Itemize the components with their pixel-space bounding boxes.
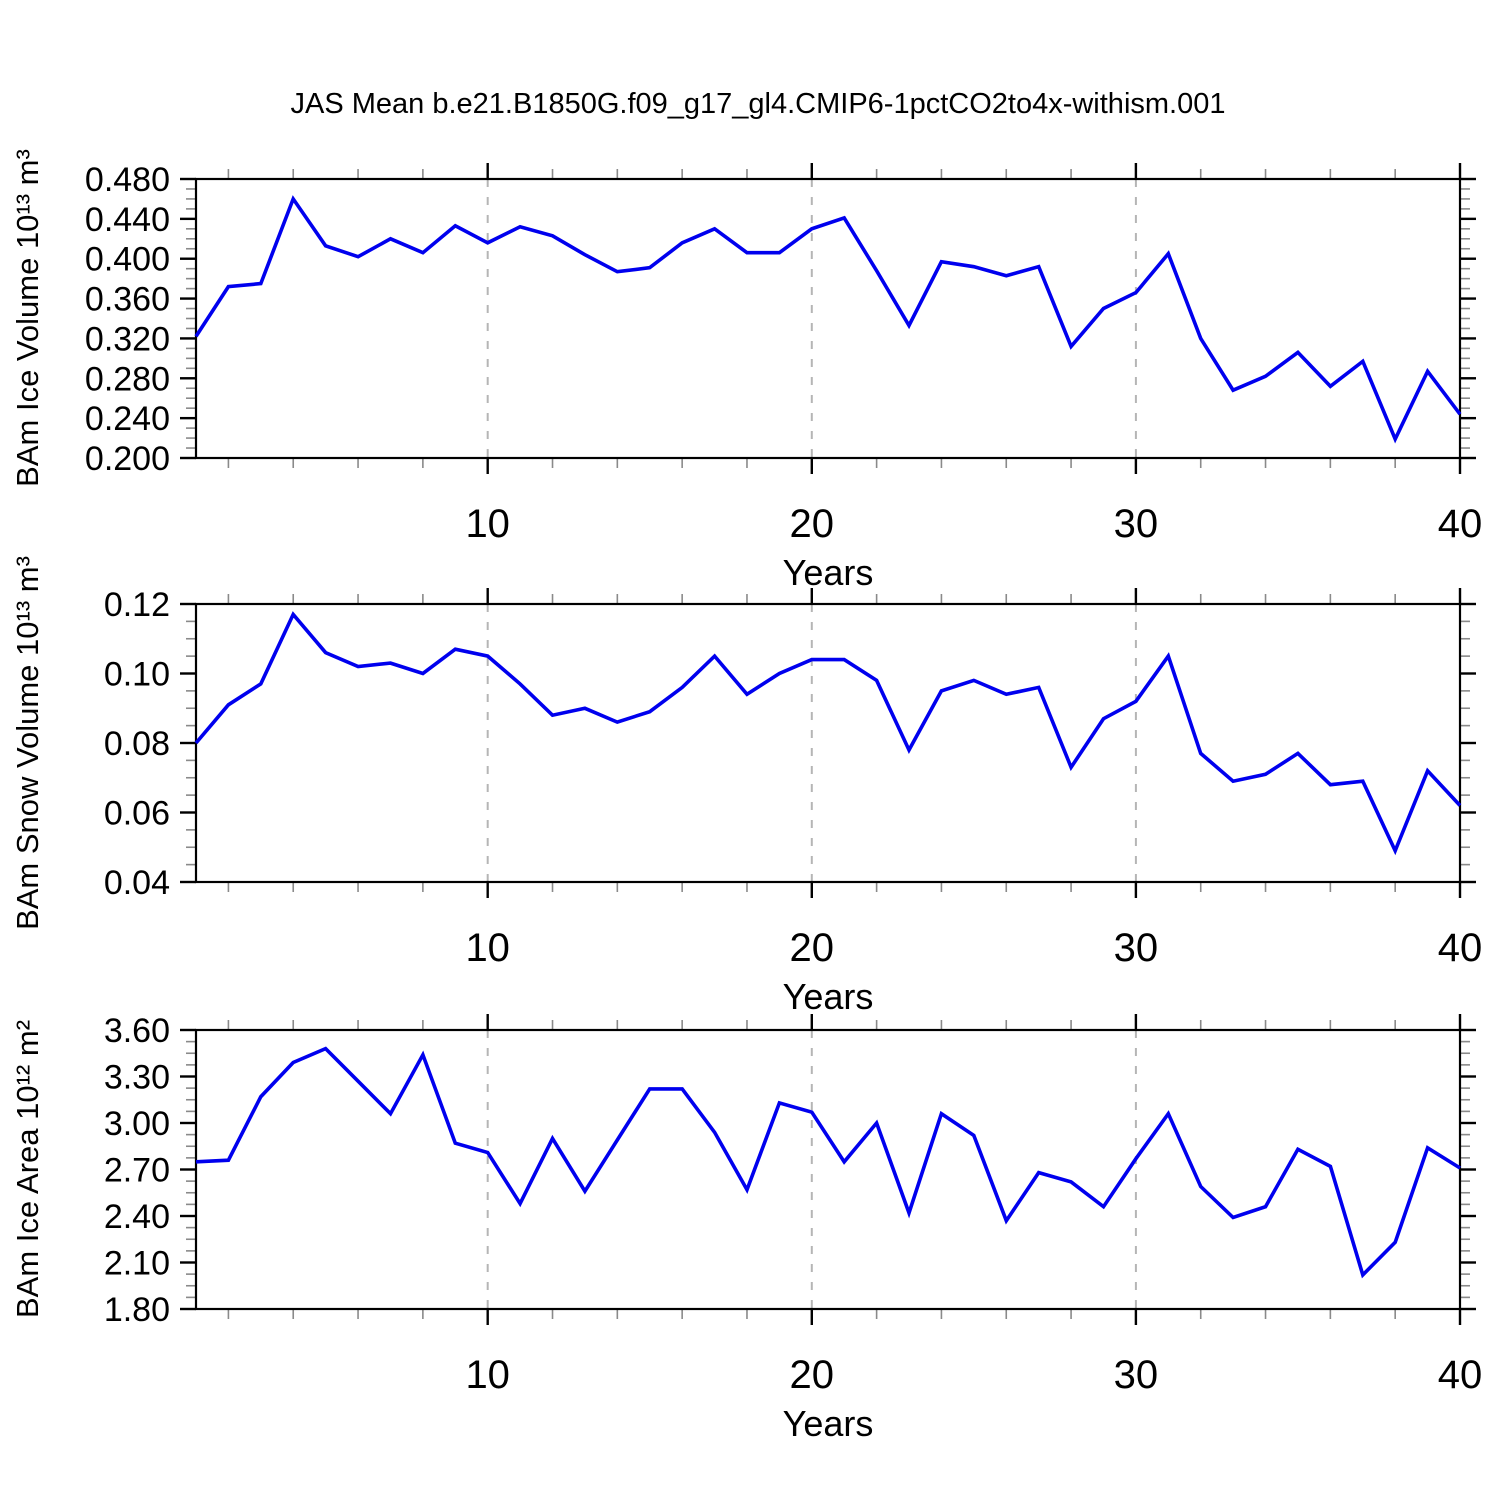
y-tick-label: 3.30 [104,1059,170,1097]
y-tick-label: 0.280 [85,360,170,398]
x-tick-label: 10 [465,926,510,970]
y-tick-label: 2.40 [104,1198,170,1236]
y-tick-label: 0.200 [85,440,170,478]
y-tick-label: 0.440 [85,201,170,239]
y-tick-label: 3.60 [104,1012,170,1050]
x-tick-labels: 10 20 30 40 [465,926,1482,970]
x-tick-labels: 10 20 30 40 [465,502,1482,546]
major-ticks [180,588,1476,898]
chart-snow-volume: 0.12 0.10 0.08 0.06 0.04 10 20 30 40 [104,586,1482,970]
x-tick-label: 30 [1114,502,1159,546]
x-tick-label: 20 [790,502,835,546]
y-tick-label: 0.320 [85,320,170,358]
data-line-snow-volume [194,611,1462,856]
x-tick-label: 10 [465,1353,510,1397]
chart-ice-area: 3.60 3.30 3.00 2.70 2.40 2.10 1.80 10 20 30 40 [104,1012,1482,1397]
y-tick-label: 0.360 [85,281,170,319]
y-tick-label: 0.240 [85,400,170,438]
x-tick-label: 30 [1114,926,1159,970]
plot-border [194,602,1462,884]
y-tick-label: 0.400 [85,241,170,279]
y-tick-label: 0.08 [104,725,170,763]
y-tick-labels: 0.12 0.10 0.08 0.06 0.04 [104,586,170,902]
x-axis-label-years-1: Years [782,552,874,593]
grid-lines [486,179,1137,458]
x-tick-label: 20 [790,926,835,970]
x-axis-label-years-3: Years [782,1403,874,1444]
data-line-ice-volume [194,195,1462,444]
x-tick-label: 40 [1438,926,1483,970]
y-tick-label: 0.06 [104,795,170,833]
y-tick-label: 2.10 [104,1245,170,1283]
y-axis-label-ice-volume: BAm Ice Volume 10¹³ m³ [10,149,45,487]
major-ticks [180,163,1476,474]
y-tick-label: 0.04 [104,864,170,902]
grid-lines [486,604,1137,882]
grid-lines [486,1030,1137,1309]
x-tick-labels: 10 20 30 40 [465,1353,1482,1397]
y-tick-label: 0.10 [104,656,170,694]
y-axis-label-ice-area: BAm Ice Area 10¹² m² [10,1019,45,1319]
y-tick-label: 0.480 [85,161,170,199]
y-tick-label: 2.70 [104,1152,170,1190]
chart-ice-volume: 0.4800.4400.4000.3600.3200.2800.2400.200… [85,161,1482,546]
x-tick-label: 10 [465,502,510,546]
major-ticks [180,1014,1476,1325]
plot-border [194,1028,1462,1311]
y-tick-labels: 3.60 3.30 3.00 2.70 2.40 2.10 1.80 [104,1012,170,1329]
plot-border [194,177,1462,460]
minor-ticks [186,594,1470,892]
x-tick-label: 30 [1114,1353,1159,1397]
y-tick-label: 0.12 [104,586,170,624]
minor-ticks [186,1020,1470,1319]
y-tick-label: 3.00 [104,1105,170,1143]
x-tick-label: 20 [790,1353,835,1397]
x-tick-label: 40 [1438,1353,1483,1397]
y-axis-label-snow-volume: BAm Snow Volume 10¹³ m³ [10,556,45,930]
x-axis-label-years-2: Years [782,976,874,1017]
minor-ticks [186,169,1470,468]
y-tick-label: 1.80 [104,1291,170,1329]
figure-title: JAS Mean b.e21.B1850G.f09_g17_gl4.CMIP6-… [290,88,1226,120]
x-tick-label: 40 [1438,502,1483,546]
data-line-ice-area [195,1046,1461,1279]
